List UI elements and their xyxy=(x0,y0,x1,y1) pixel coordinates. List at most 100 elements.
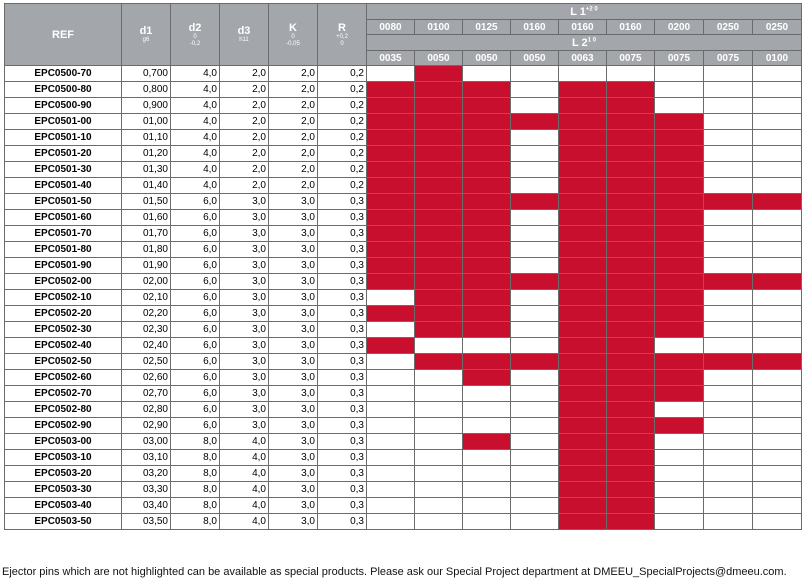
cell-ref: EPC0501-30 xyxy=(4,161,122,178)
cell-available xyxy=(462,129,511,146)
cell-k: 3,0 xyxy=(268,513,318,530)
cell-d2: 6,0 xyxy=(170,305,220,322)
cell-available xyxy=(558,97,607,114)
cell-available xyxy=(606,417,655,434)
cell-ref: EPC0501-90 xyxy=(4,257,122,274)
cell-d1: 03,20 xyxy=(121,465,171,482)
cell-r: 0,3 xyxy=(317,257,367,274)
cell-available xyxy=(366,81,415,98)
cell-available xyxy=(606,241,655,258)
cell-k: 3,0 xyxy=(268,497,318,514)
cell-available xyxy=(462,145,511,162)
cell-available xyxy=(654,161,704,178)
cell-d1: 01,50 xyxy=(121,193,171,210)
cell-available xyxy=(462,209,511,226)
cell-r: 0,2 xyxy=(317,65,367,82)
cell-available xyxy=(606,273,655,290)
cell-ref: EPC0501-00 xyxy=(4,113,122,130)
cell-d3: 3,0 xyxy=(219,193,269,210)
cell-k: 3,0 xyxy=(268,449,318,466)
cell-special xyxy=(703,417,753,434)
cell-special xyxy=(703,321,753,338)
cell-special xyxy=(606,65,655,82)
cell-special xyxy=(462,465,511,482)
cell-ref: EPC0503-20 xyxy=(4,465,122,482)
cell-available xyxy=(414,321,463,338)
cell-k: 2,0 xyxy=(268,65,318,82)
cell-k: 2,0 xyxy=(268,161,318,178)
cell-special xyxy=(366,289,415,306)
cell-available xyxy=(606,257,655,274)
cell-r: 0,2 xyxy=(317,145,367,162)
cell-special xyxy=(462,337,511,354)
table-row: EPC0500-70 0,700 4,0 2,0 2,0 0,2 xyxy=(4,65,803,82)
cell-special xyxy=(510,225,559,242)
cell-special xyxy=(510,145,559,162)
cell-d3: 4,0 xyxy=(219,449,269,466)
cell-d3: 2,0 xyxy=(219,129,269,146)
cell-special xyxy=(414,497,463,514)
table-row: EPC0501-90 01,90 6,0 3,0 3,0 0,3 xyxy=(4,257,803,274)
cell-special xyxy=(703,177,753,194)
cell-available xyxy=(654,193,704,210)
cell-d1: 01,80 xyxy=(121,241,171,258)
cell-available xyxy=(558,273,607,290)
cell-k: 3,0 xyxy=(268,417,318,434)
cell-ref: EPC0501-20 xyxy=(4,145,122,162)
cell-r: 0,3 xyxy=(317,193,367,210)
cell-d1: 01,30 xyxy=(121,161,171,178)
header-l1: L 1+2 0 xyxy=(365,3,803,20)
cell-available xyxy=(558,481,607,498)
table-row: EPC0502-50 02,50 6,0 3,0 3,0 0,3 xyxy=(4,353,803,370)
table-row: EPC0503-00 03,00 8,0 4,0 3,0 0,3 xyxy=(4,433,803,450)
cell-d1: 01,90 xyxy=(121,257,171,274)
cell-special xyxy=(510,257,559,274)
cell-available xyxy=(558,497,607,514)
table-row: EPC0501-10 01,10 4,0 2,0 2,0 0,2 xyxy=(4,129,803,146)
cell-d2: 4,0 xyxy=(170,65,220,82)
cell-d3: 2,0 xyxy=(219,161,269,178)
cell-d3: 2,0 xyxy=(219,145,269,162)
cell-special xyxy=(654,481,704,498)
cell-available xyxy=(654,225,704,242)
cell-special xyxy=(703,225,753,242)
cell-special xyxy=(366,65,415,82)
header-l1-value: 0160 xyxy=(510,19,559,35)
cell-r: 0,2 xyxy=(317,97,367,114)
cell-d3: 3,0 xyxy=(219,241,269,258)
cell-d2: 6,0 xyxy=(170,353,220,370)
cell-special xyxy=(751,497,803,514)
cell-special xyxy=(366,321,415,338)
cell-k: 2,0 xyxy=(268,129,318,146)
cell-d3: 2,0 xyxy=(219,177,269,194)
cell-available xyxy=(462,353,511,370)
cell-available xyxy=(414,289,463,306)
cell-available xyxy=(366,241,415,258)
cell-special xyxy=(366,481,415,498)
cell-special xyxy=(703,449,753,466)
cell-special xyxy=(703,113,753,130)
cell-d2: 6,0 xyxy=(170,193,220,210)
cell-special xyxy=(366,401,415,418)
cell-special xyxy=(414,417,463,434)
cell-k: 3,0 xyxy=(268,369,318,386)
cell-r: 0,3 xyxy=(317,417,367,434)
cell-ref: EPC0501-50 xyxy=(4,193,122,210)
cell-d3: 2,0 xyxy=(219,97,269,114)
table-row: EPC0500-90 0,900 4,0 2,0 2,0 0,2 xyxy=(4,97,803,114)
cell-d3: 4,0 xyxy=(219,513,269,530)
cell-d1: 0,700 xyxy=(121,65,171,82)
cell-d1: 03,40 xyxy=(121,497,171,514)
cell-available xyxy=(462,289,511,306)
cell-special xyxy=(703,65,753,82)
cell-available xyxy=(606,481,655,498)
cell-ref: EPC0501-60 xyxy=(4,209,122,226)
cell-d2: 6,0 xyxy=(170,273,220,290)
cell-available xyxy=(751,193,803,210)
cell-r: 0,3 xyxy=(317,337,367,354)
cell-available xyxy=(462,241,511,258)
cell-available xyxy=(558,225,607,242)
cell-special xyxy=(510,305,559,322)
header-d3-label: d3 xyxy=(237,25,251,37)
cell-special xyxy=(751,177,803,194)
